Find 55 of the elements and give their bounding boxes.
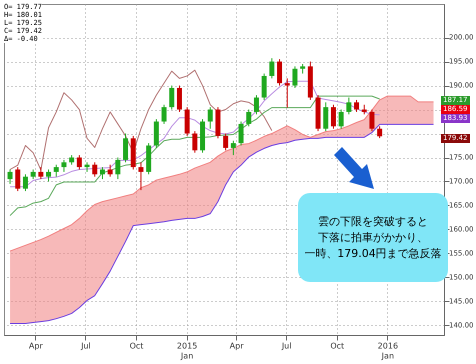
candlestick (115, 157, 120, 180)
x-tick-label: 2015 Jan (176, 342, 198, 360)
candlestick (292, 66, 298, 88)
candlestick (346, 97, 352, 115)
candlestick (254, 94, 259, 115)
x-tick-label: Oct (330, 342, 344, 350)
candlestick (246, 109, 252, 127)
candlestick (76, 154, 82, 170)
candlestick (377, 126, 382, 139)
callout-box: 雲の下限を突破すると下落に拍車がかかり、一時、179.04円まで急反落 (298, 193, 448, 282)
candlestick (69, 154, 74, 166)
x-tick-label: Apr (230, 342, 244, 350)
candlestick (15, 166, 20, 192)
x-tick-label: 2016 Jan (378, 342, 398, 360)
candlestick (108, 164, 113, 178)
candlestick (369, 109, 374, 132)
x-tick-label: Jul (80, 342, 91, 350)
candlestick (238, 121, 244, 146)
candlestick (22, 174, 28, 192)
candlestick (61, 159, 66, 172)
candlestick (354, 99, 360, 112)
candlestick (262, 73, 267, 100)
candlestick (84, 162, 90, 172)
candlestick (284, 78, 290, 108)
line-series (10, 70, 272, 170)
x-tick-label: Jul (280, 342, 292, 350)
candlestick (192, 130, 198, 154)
candlestick (30, 169, 36, 180)
candlestick (338, 109, 344, 130)
candlestick (8, 169, 13, 184)
x-tick-label: Oct (130, 342, 144, 350)
candlestick (362, 104, 367, 115)
candlestick (100, 166, 105, 180)
candlestick (46, 169, 52, 182)
candlestick (54, 164, 59, 178)
candlestick (208, 106, 213, 130)
candlestick (223, 133, 228, 151)
candlestick (169, 85, 174, 110)
candlestick (123, 133, 128, 163)
candlestick (184, 106, 190, 136)
line-series (10, 96, 380, 216)
candlestick (330, 104, 336, 130)
candlestick (162, 104, 167, 124)
candlestick (138, 162, 144, 191)
candlestick (269, 58, 274, 79)
annotation: 雲の下限を突破すると下落に拍車がかかり、一時、179.04円まで急反落 (304, 214, 442, 262)
candlestick (38, 166, 44, 180)
candlestick (323, 102, 328, 132)
candlestick (92, 162, 98, 178)
x-tick-label: Apr (28, 342, 44, 350)
candlestick (230, 140, 236, 156)
candlestick (300, 63, 306, 74)
candlestick (277, 58, 282, 86)
candlestick (176, 85, 182, 112)
candlestick (154, 118, 159, 148)
